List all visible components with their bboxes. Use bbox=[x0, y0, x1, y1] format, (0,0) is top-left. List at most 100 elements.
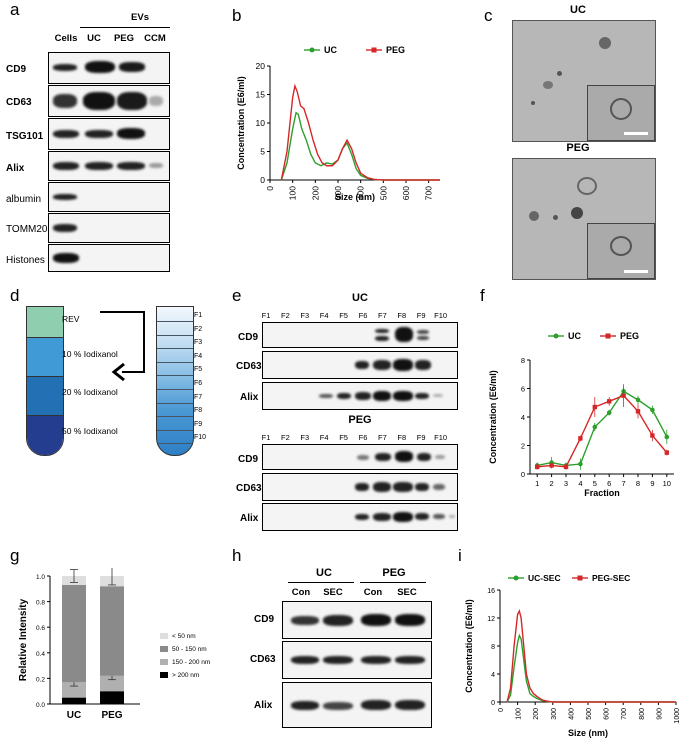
fraction-label-f9: F9 bbox=[194, 420, 203, 428]
x-tick-label: 2 bbox=[550, 479, 554, 488]
e-fraction-label: F10 bbox=[434, 311, 448, 320]
panel-letter-e: e bbox=[232, 286, 242, 305]
legend-marker bbox=[605, 333, 611, 339]
x-tick-label: 400 bbox=[568, 708, 575, 720]
y-tick-label: 20 bbox=[256, 61, 266, 71]
x-tick-label: 700 bbox=[424, 186, 434, 200]
tem-label-peg: PEG bbox=[566, 142, 590, 154]
y-axis-label: Relative Intensity bbox=[18, 598, 29, 681]
e-fraction-label: F6 bbox=[358, 311, 368, 320]
x-tick-label: 3 bbox=[564, 479, 568, 488]
y-axis-label: Concentration (E6/ml) bbox=[488, 370, 498, 464]
blot-albumin bbox=[48, 182, 170, 212]
bar-segment bbox=[100, 691, 124, 704]
panel-letter-c: c bbox=[484, 6, 493, 25]
scale-bar-peg bbox=[624, 270, 648, 273]
y-tick-label: 8 bbox=[491, 644, 495, 651]
fraction-label-f5: F5 bbox=[194, 366, 203, 374]
e-fraction-label: F4 bbox=[319, 433, 329, 442]
fraction-line bbox=[157, 348, 193, 350]
data-point bbox=[592, 404, 597, 410]
y-tick-label: 2 bbox=[521, 442, 525, 451]
fraction-line bbox=[157, 443, 193, 445]
y-tick-label: 15 bbox=[256, 90, 266, 100]
h-blot-cd9 bbox=[282, 601, 432, 639]
panel-letter-d: d bbox=[10, 286, 20, 305]
legend-swatch bbox=[160, 633, 168, 639]
e-fraction-label: F2 bbox=[281, 433, 290, 442]
legend-swatch bbox=[160, 672, 168, 678]
e-fraction-label: F6 bbox=[358, 433, 368, 442]
x-tick-label: 9 bbox=[650, 479, 654, 488]
e-blot-cd9-peg bbox=[262, 444, 458, 470]
layer-10 bbox=[27, 338, 63, 377]
x-category-label: UC bbox=[67, 710, 81, 721]
y-tick-label: 10 bbox=[256, 118, 266, 128]
h-group-line-uc bbox=[288, 582, 354, 583]
fraction-label-f7: F7 bbox=[194, 393, 203, 401]
y-tick-label: 0.4 bbox=[36, 651, 45, 658]
legend-label: > 200 nm bbox=[172, 672, 199, 679]
h-group-line-peg bbox=[360, 582, 426, 583]
e-label-cd9-peg: CD9 bbox=[238, 454, 259, 465]
arrow-icon bbox=[100, 311, 145, 382]
e-blot-cd63-peg bbox=[262, 473, 458, 501]
fraction-label-f4: F4 bbox=[194, 352, 203, 360]
tube-before bbox=[26, 306, 64, 456]
legend-label-peg: PEG bbox=[620, 331, 639, 341]
legend-marker bbox=[553, 333, 559, 339]
x-tick-label: 700 bbox=[621, 708, 628, 720]
fraction-line bbox=[157, 334, 193, 336]
fraction-line bbox=[157, 429, 193, 431]
x-tick-label: 100 bbox=[516, 708, 523, 720]
y-axis-label: Concentration (E6/ml) bbox=[236, 76, 246, 170]
e-fraction-label: F8 bbox=[397, 433, 407, 442]
blot-cd63 bbox=[48, 85, 170, 117]
x-tick-label: 600 bbox=[604, 708, 611, 720]
y-tick-label: 0 bbox=[260, 175, 265, 185]
tem-image-uc bbox=[512, 20, 656, 142]
blot-alix bbox=[48, 151, 170, 181]
h-label-cd63: CD63 bbox=[250, 654, 276, 665]
e-fraction-label: F9 bbox=[416, 311, 426, 320]
h-label-alix: Alix bbox=[254, 700, 273, 711]
x-axis-label: Fraction bbox=[584, 488, 620, 498]
evs-group-label: EVs bbox=[131, 12, 149, 23]
tem-inset-peg bbox=[587, 223, 655, 279]
blot-tsg101 bbox=[48, 118, 170, 150]
h-lane-con-peg: Con bbox=[363, 587, 383, 598]
fraction-line bbox=[157, 402, 193, 404]
legend-swatch bbox=[160, 646, 168, 652]
lane-ccm: CCM bbox=[144, 33, 166, 44]
lane-cells: Cells bbox=[54, 33, 78, 44]
y-tick-label: 0.0 bbox=[36, 702, 45, 709]
x-tick-label: 6 bbox=[607, 479, 611, 488]
layer-label-20: 20 % Iodixanol bbox=[62, 387, 118, 397]
legend-marker bbox=[577, 575, 583, 581]
fraction-label-f2: F2 bbox=[194, 325, 203, 333]
y-tick-label: 5 bbox=[260, 147, 265, 157]
data-point bbox=[578, 461, 583, 467]
e-label-cd63-peg: CD63 bbox=[236, 483, 262, 494]
e-title-uc: UC bbox=[352, 292, 368, 304]
data-point bbox=[664, 450, 669, 455]
blot-cd9 bbox=[48, 52, 170, 84]
layer-rev bbox=[27, 307, 63, 338]
fraction-line bbox=[157, 321, 193, 322]
data-point bbox=[635, 397, 641, 403]
e-fraction-label: F5 bbox=[339, 311, 348, 320]
layer-20 bbox=[27, 377, 63, 416]
data-point bbox=[563, 464, 569, 470]
data-point bbox=[607, 399, 612, 404]
y-axis-label: Concentration (E6/ml) bbox=[464, 599, 474, 693]
panel-letter-g: g bbox=[10, 546, 20, 565]
y-tick-label: 8 bbox=[521, 356, 525, 365]
e-fraction-label: F5 bbox=[339, 433, 348, 442]
e-label-alix-uc: Alix bbox=[240, 392, 259, 403]
x-tick-label: 10 bbox=[663, 479, 671, 488]
h-lane-sec-uc: SEC bbox=[323, 587, 343, 598]
e-fraction-label: F1 bbox=[261, 311, 271, 320]
y-tick-label: 4 bbox=[491, 672, 495, 679]
data-point bbox=[578, 436, 583, 441]
x-tick-label: 400 bbox=[356, 186, 366, 200]
